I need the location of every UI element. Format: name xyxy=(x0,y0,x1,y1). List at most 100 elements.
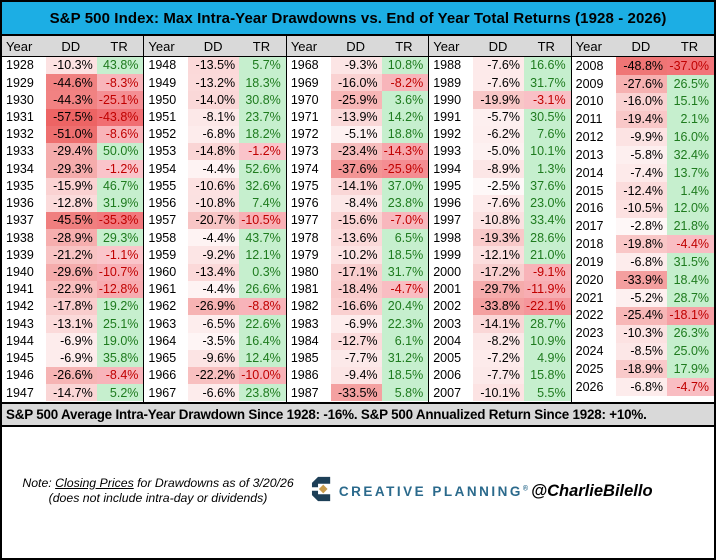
year-cell: 1994 xyxy=(429,160,474,178)
table-row: 1987 -33.5% 5.8% xyxy=(286,384,429,402)
table-row: 1945 -6.9% 35.8% xyxy=(2,349,144,367)
tr-cell: 18.3% xyxy=(239,74,286,92)
tr-cell: -35.3% xyxy=(96,211,144,230)
table-row: 2010 -16.0% 15.1% xyxy=(571,92,714,111)
table-row: 1933 -29.4% 50.0% xyxy=(2,143,144,161)
col-header-tr: TR xyxy=(523,36,571,56)
tr-cell: 31.7% xyxy=(523,74,571,92)
tr-cell: -14.3% xyxy=(381,143,429,161)
col-header-dd: DD xyxy=(615,36,668,56)
table-row: 1994 -8.9% 1.3% xyxy=(429,160,571,178)
tr-cell: 23.8% xyxy=(239,384,286,402)
table-row: 1979 -10.2% 18.5% xyxy=(286,246,429,264)
tr-cell: 10.8% xyxy=(381,57,429,75)
dd-cell: -21.2% xyxy=(45,246,97,264)
table-row: 1961 -4.4% 26.6% xyxy=(144,280,286,299)
empty-cell xyxy=(667,396,714,402)
dd-cell: -16.0% xyxy=(615,92,668,111)
dd-cell: -8.9% xyxy=(473,160,524,178)
year-cell: 1990 xyxy=(429,91,474,109)
year-cell: 1972 xyxy=(286,125,331,144)
tr-cell: 26.6% xyxy=(239,280,286,299)
tr-cell: 15.1% xyxy=(667,92,714,111)
dd-cell: -33.9% xyxy=(615,271,668,289)
dd-cell: -14.8% xyxy=(188,143,240,161)
tr-cell: 13.7% xyxy=(667,164,714,182)
year-cell: 2024 xyxy=(571,342,616,361)
footnote-prefix: Note: xyxy=(22,475,56,490)
tr-cell: 20.4% xyxy=(381,298,429,316)
tr-cell: -4.7% xyxy=(381,280,429,299)
table-row: 1942 -17.8% 19.2% xyxy=(2,298,144,316)
year-cell: 1930 xyxy=(2,91,46,109)
table-row: 1978 -13.6% 6.5% xyxy=(286,229,429,247)
tr-cell: 1.3% xyxy=(523,160,571,178)
year-cell: 2019 xyxy=(571,253,616,272)
table-row: 1996 -7.6% 23.0% xyxy=(429,194,571,212)
year-cell: 1988 xyxy=(429,57,474,75)
table-row: 2016 -10.5% 12.0% xyxy=(571,199,714,218)
dd-cell: -9.9% xyxy=(615,128,668,147)
year-cell: 1975 xyxy=(286,177,331,195)
tr-cell: 21.0% xyxy=(523,246,571,264)
year-cell: 2010 xyxy=(571,92,616,111)
year-cell: 2003 xyxy=(429,315,474,333)
footnote-rest: for Drawdowns as of 3/20/26 (does not in… xyxy=(48,475,294,506)
tr-cell: 30.5% xyxy=(523,108,571,126)
tr-cell: 31.9% xyxy=(96,194,144,212)
tr-cell: 2.1% xyxy=(667,110,714,129)
dd-cell: -10.3% xyxy=(615,324,668,343)
table-row: 2025 -18.9% 17.9% xyxy=(571,360,714,379)
dd-cell: -25.4% xyxy=(615,306,668,325)
year-cell: 1929 xyxy=(2,74,46,92)
tr-cell: 18.4% xyxy=(667,271,714,289)
column-header-row: Year DD TR xyxy=(429,36,571,57)
table-row: 1976 -8.4% 23.8% xyxy=(286,194,429,212)
dd-cell: -7.7% xyxy=(330,349,382,367)
dd-cell: -29.7% xyxy=(473,280,524,299)
year-cell: 2001 xyxy=(429,280,474,299)
col-header-dd: DD xyxy=(330,36,382,56)
year-cell: 2018 xyxy=(571,235,616,254)
table-row: 1941 -22.9% -12.8% xyxy=(2,280,144,299)
col-header-tr: TR xyxy=(381,36,429,56)
tr-cell: 50.0% xyxy=(96,143,144,161)
dd-cell: -6.9% xyxy=(45,349,97,367)
year-cell: 1946 xyxy=(2,366,46,385)
table-row: 1928 -10.3% 43.8% xyxy=(2,57,144,75)
table-row: 1980 -17.1% 31.7% xyxy=(286,263,429,281)
year-cell: 2008 xyxy=(571,57,616,75)
table-row: 1982 -16.6% 20.4% xyxy=(286,298,429,316)
tr-cell: 28.7% xyxy=(523,315,571,333)
dd-cell: -10.3% xyxy=(45,57,97,75)
table-row: 2004 -8.2% 10.9% xyxy=(429,332,571,350)
col-header-tr: TR xyxy=(239,36,286,56)
author-handle: @CharlieBilello xyxy=(531,481,653,500)
dd-cell: -9.6% xyxy=(188,349,240,367)
tr-cell: 18.2% xyxy=(239,125,286,144)
tr-cell: -43.8% xyxy=(96,108,144,126)
creative-planning-logo-text: CREATIVE PLANNING® xyxy=(338,483,529,499)
year-cell: 2014 xyxy=(571,164,616,182)
table-row: 1939 -21.2% -1.1% xyxy=(2,246,144,264)
tr-cell: 30.8% xyxy=(239,91,286,109)
table-row: 1949 -13.2% 18.3% xyxy=(144,74,286,92)
summary-bar: S&P 500 Average Intra-Year Drawdown Sinc… xyxy=(2,401,714,427)
year-cell: 2022 xyxy=(571,306,616,325)
tr-cell: 6.1% xyxy=(381,332,429,350)
table-row: 2005 -7.2% 4.9% xyxy=(429,349,571,367)
table-row: 2002 -33.8% -22.1% xyxy=(429,298,571,316)
table-row: 2008 -48.8% -37.0% xyxy=(571,57,714,75)
tr-cell: -1.1% xyxy=(96,246,144,264)
dd-cell: -6.9% xyxy=(330,315,382,333)
year-cell: 1997 xyxy=(429,211,474,230)
dd-cell: -15.9% xyxy=(45,177,97,195)
year-cell: 2006 xyxy=(429,366,474,385)
tr-cell: -10.5% xyxy=(239,211,286,230)
tr-cell: 46.7% xyxy=(96,177,144,195)
tr-cell: 37.6% xyxy=(523,177,571,195)
year-cell: 1939 xyxy=(2,246,46,264)
tr-cell: -10.7% xyxy=(96,263,144,281)
table-row: 1991 -5.7% 30.5% xyxy=(429,108,571,126)
